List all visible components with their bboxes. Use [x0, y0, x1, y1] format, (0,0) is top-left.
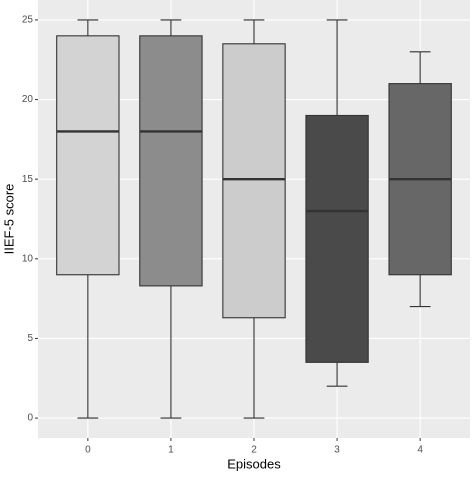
x-tick-label: 2: [251, 445, 257, 456]
x-tick-label: 1: [168, 445, 174, 456]
y-tick-label: 5: [27, 333, 33, 344]
y-tick-label: 20: [22, 94, 34, 105]
x-tick-label: 0: [85, 445, 91, 456]
box: [222, 43, 286, 319]
box: [305, 114, 369, 363]
y-tick-label: 10: [22, 253, 34, 264]
y-axis-label: IIEF-5 score: [1, 184, 16, 255]
y-tick-label: 15: [22, 174, 34, 185]
y-tick-label: 0: [27, 413, 33, 424]
x-axis-label: Episodes: [227, 456, 281, 471]
x-tick-label: 3: [334, 445, 340, 456]
y-tick-label: 25: [22, 15, 34, 26]
box: [56, 35, 120, 276]
x-tick-label: 4: [417, 445, 423, 456]
box: [139, 35, 203, 287]
